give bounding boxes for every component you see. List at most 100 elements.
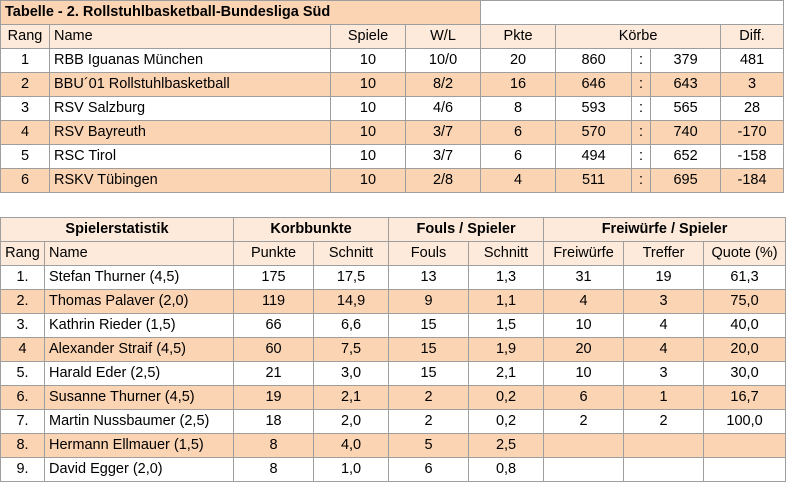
league-spiele: 10 (330, 72, 406, 97)
player-name: Alexander Straif (4,5) (43, 337, 235, 362)
league-wl: 3/7 (404, 120, 482, 145)
player-rang: 3. (0, 313, 45, 338)
player-treffer: 2 (623, 409, 705, 434)
player-stats-table: Spielerstatistik Korbbunkte Fouls / Spie… (0, 217, 786, 482)
league-team-name: RSC Tirol (49, 144, 331, 169)
league-spiele: 10 (330, 48, 406, 73)
player-quote: 75,0 (703, 289, 786, 314)
league-diff: -170 (720, 120, 785, 145)
stats-group-header-row: Spielerstatistik Korbbunkte Fouls / Spie… (0, 217, 786, 242)
player-fouls: 13 (388, 265, 470, 290)
stats-col-header-schnitt: Schnitt (313, 241, 390, 266)
league-team-name: RBB Iguanas München (49, 48, 331, 73)
player-punkte: 60 (233, 337, 315, 362)
league-koerbe-conceded: 740 (650, 120, 722, 145)
league-pkte: 16 (480, 72, 557, 97)
player-rang: 8. (0, 433, 45, 458)
league-team-name: BBU´01 Rollstuhlbasketball (49, 72, 331, 97)
player-fouls: 9 (388, 289, 470, 314)
league-koerbe-separator: : (631, 72, 652, 97)
league-row: 6 RSKV Tübingen 10 2/8 4 511:695 -184 (0, 168, 785, 193)
player-row: 6. Susanne Thurner (4,5) 19 2,1 2 0,2 6 1 16,7 (0, 385, 786, 410)
group-header-spielerstatistik: Spielerstatistik (0, 217, 235, 242)
player-rang: 4 (0, 337, 45, 362)
league-rang: 3 (0, 96, 50, 121)
league-team-name: RSV Salzburg (49, 96, 331, 121)
player-punkte: 8 (233, 457, 315, 482)
player-fouls-schnitt: 0,2 (468, 385, 545, 410)
col-header-name: Name (49, 24, 331, 49)
league-diff: 28 (720, 96, 785, 121)
league-diff: 481 (720, 48, 785, 73)
league-wl: 2/8 (404, 168, 482, 193)
league-row: 3 RSV Salzburg 10 4/6 8 593:565 28 (0, 96, 785, 121)
player-fouls: 6 (388, 457, 470, 482)
league-title-row: Tabelle - 2. Rollstuhlbasketball-Bundesl… (0, 0, 785, 25)
league-wl: 8/2 (404, 72, 482, 97)
league-table-body: Tabelle - 2. Rollstuhlbasketball-Bundesl… (0, 0, 785, 193)
league-koerbe-separator: : (631, 96, 652, 121)
player-schnitt: 2,0 (313, 409, 390, 434)
player-treffer: 1 (623, 385, 705, 410)
league-header-row: Rang Name Spiele W/L Pkte Körbe Diff. (0, 24, 785, 49)
league-spiele: 10 (330, 144, 406, 169)
league-title: Tabelle - 2. Rollstuhlbasketball-Bundesl… (0, 0, 482, 25)
league-row: 1 RBB Iguanas München 10 10/0 20 860:379 481 (0, 48, 785, 73)
league-koerbe-separator: : (631, 48, 652, 73)
league-wl: 4/6 (404, 96, 482, 121)
league-koerbe-scored: 860 (555, 48, 633, 73)
league-rang: 6 (0, 168, 50, 193)
league-title-blank (480, 0, 785, 25)
league-pkte: 6 (480, 144, 557, 169)
player-fouls: 2 (388, 385, 470, 410)
player-row: 3. Kathrin Rieder (1,5) 66 6,6 15 1,5 10 4 40,0 (0, 313, 786, 338)
group-header-fouls: Fouls / Spieler (388, 217, 545, 242)
stats-col-header-freiwuerfe: Freiwürfe (543, 241, 625, 266)
league-koerbe-separator: : (631, 120, 652, 145)
player-treffer: 4 (623, 313, 705, 338)
player-quote: 30,0 (703, 361, 786, 386)
player-row: 2. Thomas Palaver (2,0) 119 14,9 9 1,1 4 3 75,0 (0, 289, 786, 314)
group-header-korbpunkte: Korbbunkte (233, 217, 390, 242)
col-header-spiele: Spiele (330, 24, 406, 49)
player-freiwuerfe: 10 (543, 313, 625, 338)
col-header-pkte: Pkte (480, 24, 557, 49)
player-quote: 16,7 (703, 385, 786, 410)
stats-col-header-quote: Quote (%) (703, 241, 786, 266)
player-punkte: 66 (233, 313, 315, 338)
league-pkte: 8 (480, 96, 557, 121)
player-schnitt: 7,5 (313, 337, 390, 362)
player-punkte: 21 (233, 361, 315, 386)
player-name: Thomas Palaver (2,0) (43, 289, 235, 314)
player-name: Susanne Thurner (4,5) (43, 385, 235, 410)
player-row: 7. Martin Nussbaumer (2,5) 18 2,0 2 0,2 2 2 100,… (0, 409, 786, 434)
league-spiele: 10 (330, 168, 406, 193)
league-diff: -184 (720, 168, 785, 193)
player-row: 8. Hermann Ellmauer (1,5) 8 4,0 5 2,5 (0, 433, 786, 458)
player-schnitt: 2,1 (313, 385, 390, 410)
player-fouls-schnitt: 2,1 (468, 361, 545, 386)
player-row: 5. Harald Eder (2,5) 21 3,0 15 2,1 10 3 30,0 (0, 361, 786, 386)
player-row: 9. David Egger (2,0) 8 1,0 6 0,8 (0, 457, 786, 482)
player-quote: 40,0 (703, 313, 786, 338)
player-rang: 7. (0, 409, 45, 434)
league-pkte: 20 (480, 48, 557, 73)
league-pkte: 6 (480, 120, 557, 145)
league-koerbe-conceded: 652 (650, 144, 722, 169)
stats-col-header-fouls-schnitt: Schnitt (468, 241, 545, 266)
player-punkte: 19 (233, 385, 315, 410)
player-fouls: 15 (388, 313, 470, 338)
player-fouls-schnitt: 0,8 (468, 457, 545, 482)
player-name: Harald Eder (2,5) (43, 361, 235, 386)
league-koerbe-conceded: 565 (650, 96, 722, 121)
player-name: Hermann Ellmauer (1,5) (43, 433, 235, 458)
player-freiwuerfe: 4 (543, 289, 625, 314)
player-treffer: 4 (623, 337, 705, 362)
stats-header-row: Rang Name Punkte Schnitt Fouls Schnitt F… (0, 241, 786, 266)
player-fouls: 15 (388, 337, 470, 362)
player-schnitt: 14,9 (313, 289, 390, 314)
player-fouls-schnitt: 0,2 (468, 409, 545, 434)
player-fouls-schnitt: 1,5 (468, 313, 545, 338)
league-row: 2 BBU´01 Rollstuhlbasketball 10 8/2 16 646:64… (0, 72, 785, 97)
player-rang: 5. (0, 361, 45, 386)
